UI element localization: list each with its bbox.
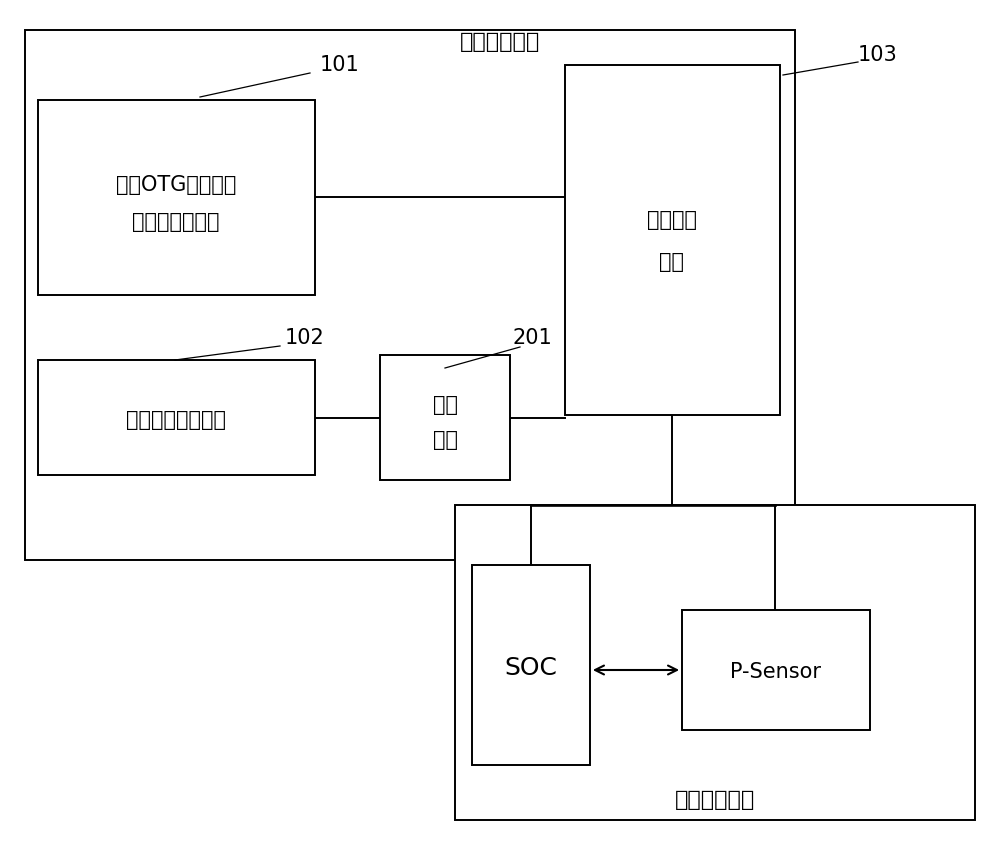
Bar [455, 505, 975, 820]
Text: SOC: SOC [505, 656, 557, 680]
Text: 电源切换电路: 电源切换电路 [460, 32, 540, 52]
Text: 用串行总线接口: 用串行总线接口 [132, 212, 220, 232]
Text: 101: 101 [320, 55, 360, 75]
Bar [682, 610, 870, 730]
Text: P-Sensor: P-Sensor [730, 662, 822, 682]
Bar [380, 355, 510, 480]
Text: 102: 102 [285, 328, 325, 348]
Text: 虚拟现实产品: 虚拟现实产品 [675, 790, 755, 810]
Text: 201: 201 [512, 328, 552, 348]
Text: 支持OTG功能的通: 支持OTG功能的通 [116, 175, 236, 195]
Text: 103: 103 [858, 45, 898, 65]
Text: 电源切换: 电源切换 [647, 210, 697, 230]
Text: 单元: 单元 [660, 252, 684, 272]
Text: 单元: 单元 [432, 430, 458, 450]
Bar [565, 65, 780, 415]
Text: 限流: 限流 [432, 395, 458, 415]
Bar [38, 360, 315, 475]
Bar [472, 565, 590, 765]
Bar [38, 100, 315, 295]
Text: 通用串行总线接口: 通用串行总线接口 [126, 410, 226, 430]
Bar [25, 30, 795, 560]
